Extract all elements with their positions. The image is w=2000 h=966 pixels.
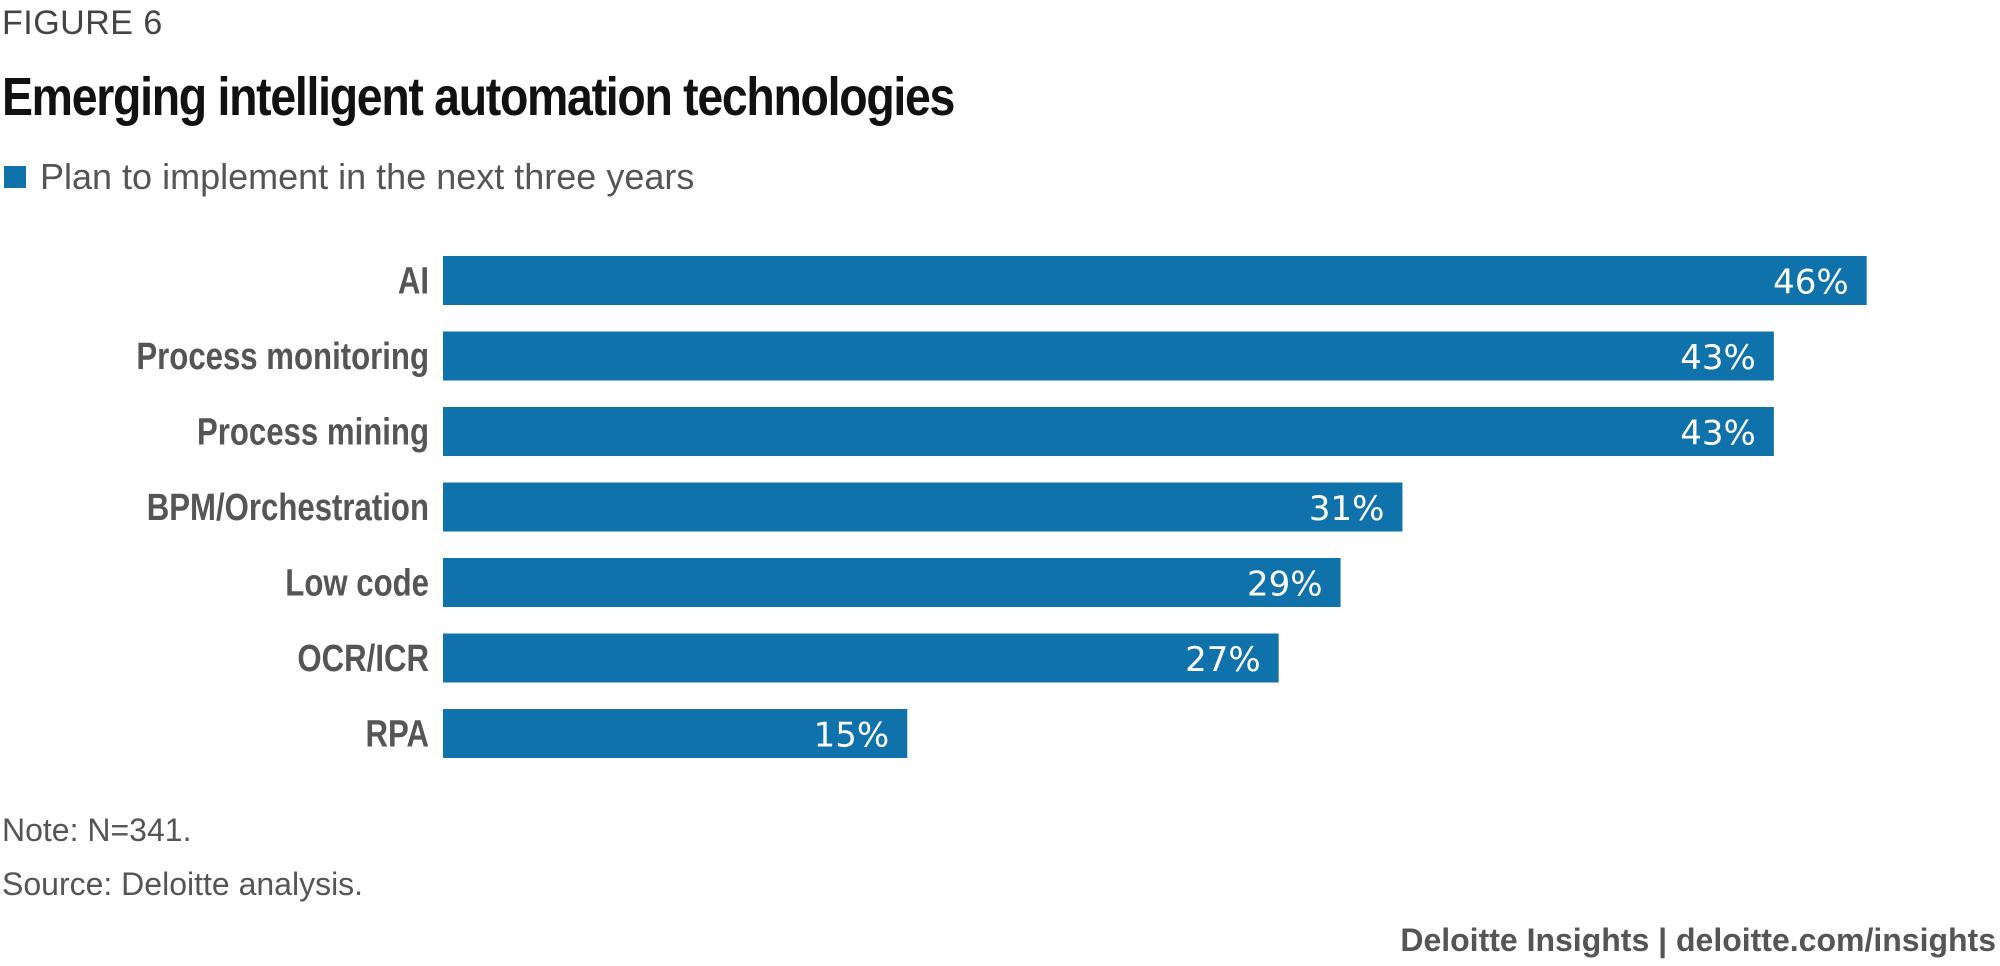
category-label: Low code (285, 563, 429, 605)
category-label: Process monitoring (136, 336, 429, 378)
bar-process-mining (443, 407, 1774, 456)
bar-rpa (443, 709, 908, 758)
bar-ocr-icr (443, 633, 1279, 683)
value-label: 27% (1185, 640, 1261, 680)
chart-title: Emerging intelligent automation technolo… (2, 67, 955, 127)
bar-bpm-orchestration (443, 482, 1403, 532)
category-label: AI (398, 261, 429, 303)
bar-low-code (443, 558, 1341, 607)
category-label: RPA (366, 714, 429, 756)
value-label: 29% (1247, 565, 1323, 605)
value-label: 31% (1309, 489, 1385, 529)
figure-label: FIGURE 6 (2, 4, 163, 42)
value-label: 46% (1773, 263, 1849, 303)
legend-swatch (4, 166, 26, 188)
value-label: 43% (1680, 338, 1756, 378)
chart-source: Source: Deloitte analysis. (2, 866, 364, 902)
bar-ai (443, 256, 1867, 305)
category-label: OCR/ICR (297, 638, 429, 680)
footer-credit: Deloitte Insights | deloitte.com/insight… (1400, 922, 1996, 958)
legend-label: Plan to implement in the next three year… (40, 156, 695, 197)
bar-process-monitoring (443, 331, 1774, 381)
chart-note: Note: N=341. (2, 812, 192, 848)
category-label: BPM/Orchestration (147, 487, 429, 529)
category-label: Process mining (197, 412, 429, 454)
legend: Plan to implement in the next three year… (4, 156, 694, 198)
value-label: 43% (1680, 414, 1756, 454)
bar-chart: AI 46% Process monitoring 43% Process mining… (136, 256, 1867, 758)
value-label: 15% (814, 716, 890, 756)
